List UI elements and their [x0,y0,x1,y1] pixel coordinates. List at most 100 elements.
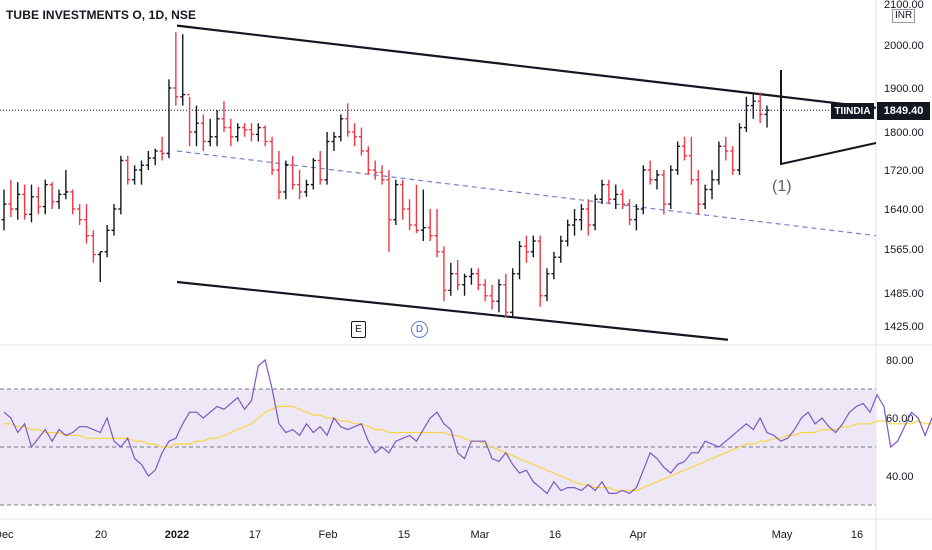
time-tick-label: 20 [95,529,107,541]
ohlc-bar [503,273,509,318]
last-price-symbol-label: TIINDIA [831,103,874,119]
price-tick-label: 1900.00 [884,83,924,95]
ohlc-bar [475,268,481,291]
ohlc-bar [297,170,303,200]
ohlc-bar [455,260,461,291]
ohlc-bar [63,170,69,200]
lower-channel-line [176,280,729,341]
ohlc-bar [180,34,186,106]
ohlc-bar [448,262,454,296]
ohlc-bar [255,123,261,142]
ohlc-bar [585,199,591,236]
ohlc-bar [145,151,151,170]
ohlc-bar [228,118,234,147]
ohlc-bar [331,132,337,151]
price-tick-label: 1425.00 [884,321,924,333]
price-tick-label: 1485.00 [884,288,924,300]
ohlc-bar [187,93,193,147]
ohlc-bar [750,94,756,119]
ohlc-bar [675,141,681,175]
ohlc-bar [303,179,309,197]
ohlc-bar [138,160,144,185]
ohlc-bar [35,187,41,215]
ohlc-bar [125,155,131,185]
earnings-event-marker[interactable]: E [351,321,366,338]
ohlc-bar [22,184,28,220]
ohlc-bar [523,235,529,263]
ohlc-bar [510,268,516,318]
channel-midline [176,150,877,237]
price-tick-label: 1800.00 [884,127,924,139]
rsi-ma-line [4,405,932,492]
ohlc-bar [654,170,660,190]
ohlc-bar [702,184,708,209]
ohlc-bar [90,230,96,263]
ohlc-bar [400,179,406,220]
ohlc-bar [352,123,358,147]
ohlc-bar [489,284,495,310]
ohlc-bar [613,184,619,209]
ohlc-bar [661,170,667,215]
ohlc-bar [407,199,413,231]
rsi-tick-label: 40.00 [886,471,914,483]
ohlc-bar [468,268,474,285]
ohlc-bar [620,189,626,209]
ohlc-bar [338,114,344,142]
rsi-tick-label: 80.00 [886,355,914,367]
ohlc-bar [558,235,564,263]
ohlc-bar [8,179,14,217]
ohlc-bar [262,125,268,147]
price-tick-label: 1640.00 [884,204,924,216]
time-tick-label: Feb [319,529,338,541]
ohlc-bar [221,101,227,132]
ohlc-bar [723,136,729,161]
ohlc-bar [427,209,433,241]
ohlc-bar [716,141,722,185]
ohlc-bar [537,235,543,307]
ohlc-bar [420,189,426,241]
ohlc-bar [269,136,275,175]
ohlc-bar [324,132,330,185]
ohlc-bar [572,209,578,236]
ohlc-bar [544,268,550,302]
ohlc-bar [166,79,172,159]
ohlc-bar [77,204,83,225]
ohlc-bar [214,110,220,147]
ohlc-bar [235,123,241,142]
ohlc-bar [682,136,688,161]
ohlc-bar [496,279,502,313]
ohlc-bar [743,96,749,132]
ohlc-bar [317,151,323,185]
ohlc-bar [413,184,419,233]
wave-projection-line [780,70,877,166]
ohlc-bar [276,151,282,200]
ohlc-bar [606,179,612,205]
ohlc-bar [565,219,571,247]
ohlc-bar [283,160,289,200]
time-tick-label: 16 [851,529,863,541]
price-tick-label: 1720.00 [884,165,924,177]
ohlc-bar [104,225,110,258]
ohlc-bar [592,194,598,231]
ohlc-bar [70,189,76,215]
ohlc-bar [159,136,165,161]
ohlc-bar [764,105,770,128]
ohlc-bar [242,123,248,137]
ohlc-bar [627,199,633,225]
ohlc-bar [132,165,138,185]
ohlc-bar [290,155,296,190]
ohlc-bar [15,182,21,220]
ohlc-bar [173,32,179,106]
time-tick-label: Mar [471,529,490,541]
ohlc-bar [111,204,117,236]
price-tick-label: 2100.00 [884,0,924,11]
ohlc-bar [393,179,399,225]
ohlc-bar [83,204,89,244]
time-tick-label: 16 [549,529,561,541]
ohlc-bar [578,204,584,231]
ohlc-bar [688,136,694,185]
dividend-event-marker[interactable]: D [411,321,428,338]
ohlc-bar [207,118,213,147]
